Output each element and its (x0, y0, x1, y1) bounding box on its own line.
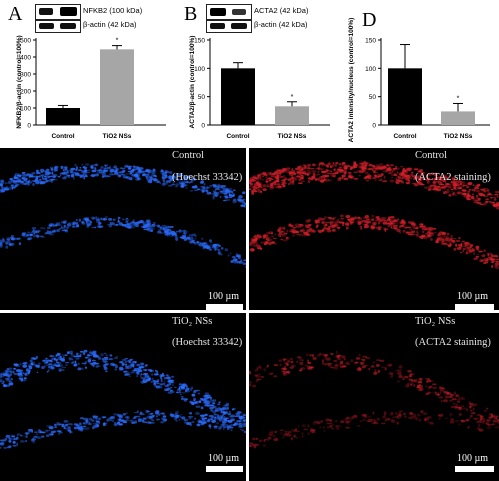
image-label-bl-2: (Hoechst 33342) (172, 337, 243, 348)
blot-actin-a (35, 20, 81, 33)
bar-tio2-nss (275, 106, 309, 125)
image-tio2-acta2: TiO₂ NSs (ACTA2 staining) 100 µm (249, 313, 499, 481)
tissue-band (249, 214, 499, 270)
blot-label-nfkb2: NFKB2 (100 kDa) (83, 6, 143, 15)
scalebar-tr (455, 304, 494, 310)
panel-label-d: D (362, 9, 377, 31)
image-label-bl-1: TiO₂ NSs (172, 316, 213, 327)
y-tick-label: 150 (365, 38, 376, 45)
tissue-band (249, 409, 499, 449)
y-tick-label: 0 (201, 123, 205, 130)
panel-label-b: B (184, 3, 198, 25)
scalebar-tl (206, 304, 243, 310)
blot-label-actin-a: β-actin (42 kDa) (83, 20, 137, 29)
image-label-tr-1: Control (415, 150, 448, 161)
x-tick-label: Control (51, 133, 74, 140)
blot-actin-b (206, 20, 252, 33)
y-tick-label: 0 (372, 123, 376, 130)
image-label-tl-1: Control (172, 150, 205, 161)
blot-nfkb2 (35, 4, 81, 20)
image-label-tl-2: (Hoechst 33342) (172, 172, 243, 183)
image-control-hoechst: Control (Hoechst 33342) 100 µm (0, 148, 246, 310)
y-tick-label: 500 (20, 38, 31, 45)
chart-d: 0 50 100 150 ACTA2 intensity/nucleus (contro… (348, 18, 490, 143)
significance-marker: * (116, 38, 119, 45)
y-tick-label: 0 (27, 123, 31, 130)
blot-acta2 (206, 4, 252, 20)
tissue-band (0, 215, 246, 268)
scale-label-bl: 100 µm (208, 453, 240, 464)
y-tick-label: 100 (20, 106, 31, 113)
x-tick-label: TiO2 NSs (444, 133, 473, 140)
image-label-br-1: TiO₂ NSs (415, 316, 456, 327)
bar-control (221, 68, 255, 125)
image-label-br-2: (ACTA2 staining) (415, 337, 491, 348)
panel-label-a: A (8, 3, 23, 25)
tissue-band (249, 160, 499, 210)
image-control-acta2: Control (ACTA2 staining) 100 µm (249, 148, 499, 310)
tissue-band (249, 350, 499, 426)
x-tick-label: TiO2 NSs (103, 133, 132, 140)
significance-marker: * (457, 95, 460, 102)
y-tick-label: 300 (20, 72, 31, 79)
y-tick-label: 100 (194, 66, 205, 73)
tissue-band (0, 163, 246, 208)
y-tick-label: 50 (369, 94, 377, 101)
image-label-tr-2: (ACTA2 staining) (415, 172, 491, 183)
y-tick-label: 400 (20, 55, 31, 62)
scale-label-tr: 100 µm (457, 291, 489, 302)
y-tick-label: 50 (198, 94, 206, 101)
y-axis-label: ACTA2 intensity/nucleus (control=100%) (348, 18, 355, 143)
bar-tio2-nss (441, 111, 475, 125)
y-axis-label: ACTA2/β-actin (control=100%) (189, 36, 196, 129)
image-tio2-hoechst: TiO₂ NSs (Hoechst 33342) 100 µm (0, 313, 246, 481)
blot-label-acta2: ACTA2 (42 kDa) (254, 6, 309, 15)
scale-label-tl: 100 µm (208, 291, 240, 302)
scalebar-br (455, 466, 494, 472)
bar-control (388, 68, 422, 125)
scalebar-bl (206, 466, 243, 472)
bar-control (46, 108, 80, 125)
significance-marker: * (291, 94, 294, 101)
x-tick-label: Control (393, 133, 416, 140)
blot-label-actin-b: β-actin (42 kDa) (254, 20, 308, 29)
x-tick-label: Control (226, 133, 249, 140)
y-axis-label: NFKB2/β-actin (control=100%) (16, 35, 23, 128)
tissue-band (0, 409, 246, 449)
y-tick-label: 150 (194, 38, 205, 45)
scale-label-br: 100 µm (457, 453, 489, 464)
y-tick-label: 200 (20, 89, 31, 96)
bar-tio2-nss (100, 49, 134, 125)
tissue-band (0, 349, 246, 431)
x-tick-label: TiO2 NSs (278, 133, 307, 140)
y-tick-label: 100 (365, 66, 376, 73)
